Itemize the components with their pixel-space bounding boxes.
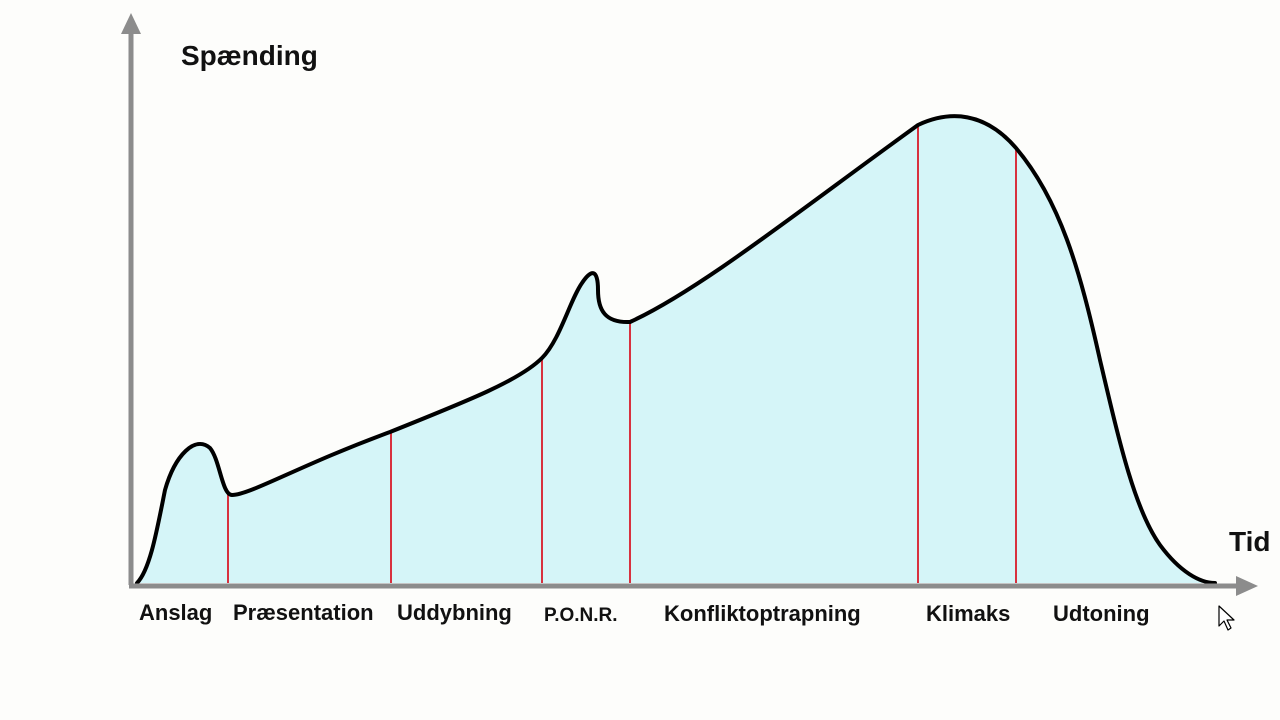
x-axis-label: Tid <box>1229 526 1270 557</box>
phase-label-anslag: Anslag <box>139 600 212 625</box>
tension-curve <box>135 114 1217 585</box>
x-axis-arrow-icon <box>1236 576 1258 596</box>
phase-label-udtoning: Udtoning <box>1053 601 1150 626</box>
phase-label-klimaks: Klimaks <box>926 601 1010 626</box>
y-axis-label: Spænding <box>181 40 318 71</box>
phase-label-ponr: P.O.N.R. <box>544 605 618 626</box>
mouse-pointer-icon <box>1218 605 1235 631</box>
phase-label-praesentation: Præsentation <box>233 600 374 625</box>
phase-label-konfliktoptrapning: Konfliktoptrapning <box>664 601 861 626</box>
tension-area <box>137 116 1215 584</box>
phase-label-uddybning: Uddybning <box>397 600 512 625</box>
y-axis-arrow-icon <box>121 13 141 34</box>
